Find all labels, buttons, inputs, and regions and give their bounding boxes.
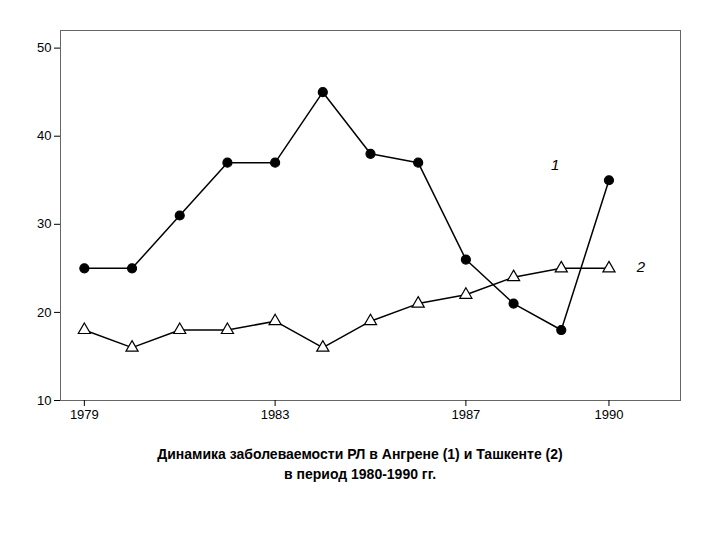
svg-text:1983: 1983 — [261, 407, 290, 422]
svg-text:10: 10 — [37, 393, 51, 408]
svg-text:2: 2 — [636, 258, 646, 275]
svg-text:1990: 1990 — [595, 407, 624, 422]
svg-text:1987: 1987 — [451, 407, 480, 422]
svg-text:40: 40 — [37, 128, 51, 143]
svg-text:1979: 1979 — [70, 407, 99, 422]
svg-text:30: 30 — [37, 216, 51, 231]
html-text:в период 1980-1990 гг.: в период 1980-1990 гг. — [284, 466, 436, 482]
svg-text:1: 1 — [551, 156, 559, 173]
html-text:Динамика заболеваемости РЛ в А: Динамика заболеваемости РЛ в Ангрене (1)… — [157, 446, 563, 462]
svg-text:20: 20 — [37, 305, 51, 320]
svg-text:50: 50 — [37, 40, 51, 55]
